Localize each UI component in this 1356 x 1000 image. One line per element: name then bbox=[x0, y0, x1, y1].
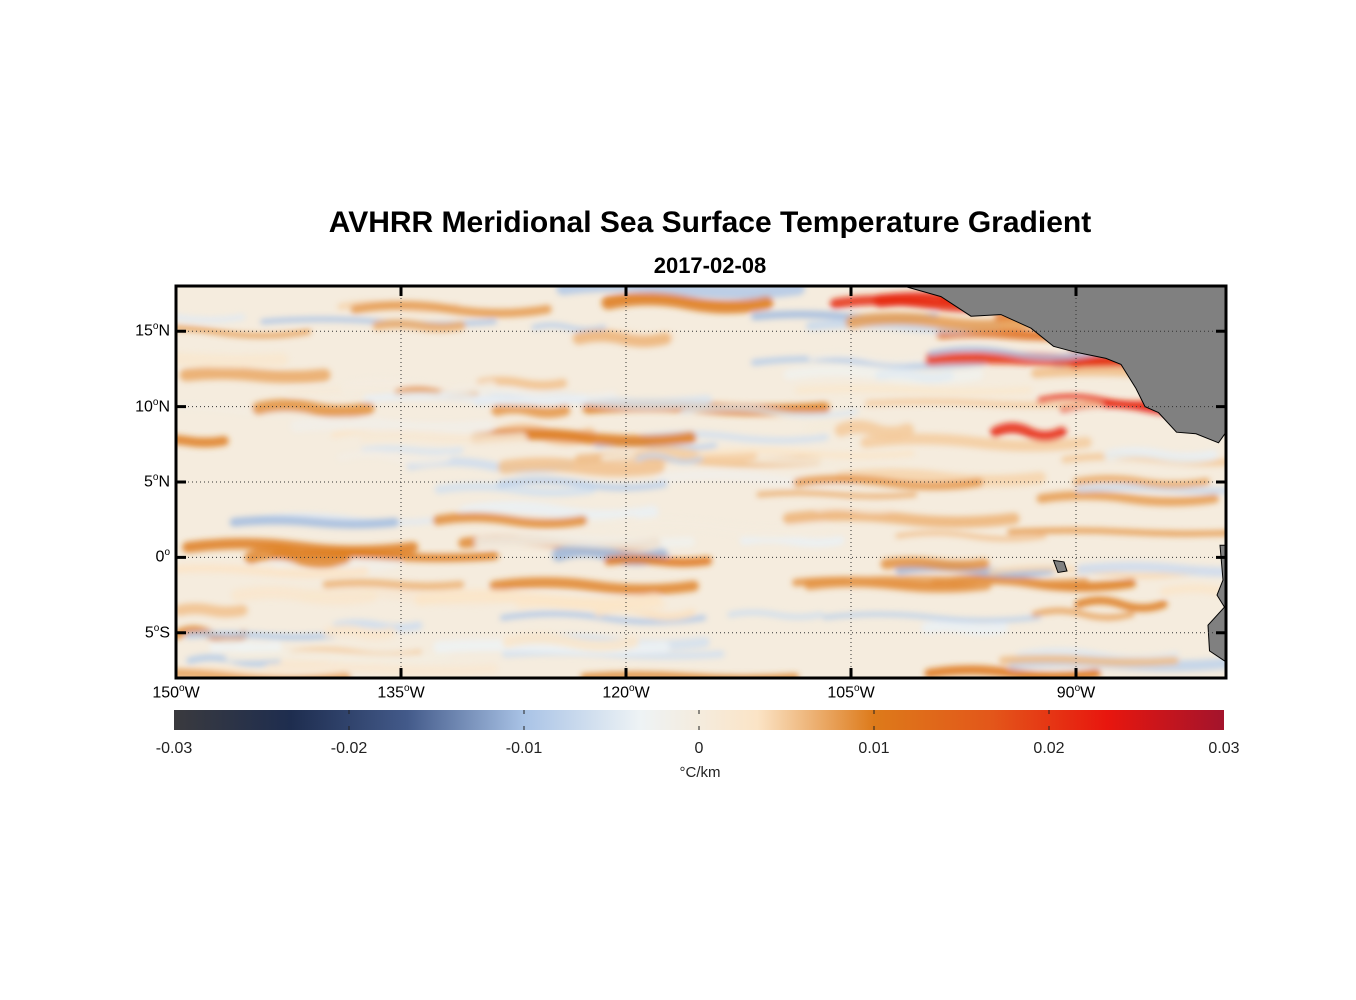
x-tick-label: 120oW bbox=[602, 683, 650, 702]
colorbar-tick-label: 0.02 bbox=[1033, 740, 1065, 757]
y-tick-label: 5oS bbox=[144, 622, 170, 642]
x-tick-label: 105oW bbox=[827, 683, 875, 702]
chart-title: AVHRR Meridional Sea Surface Temperature… bbox=[328, 206, 1092, 239]
colorbar-tick-label: 0.03 bbox=[1208, 740, 1240, 757]
y-tick-label: 5oN bbox=[143, 472, 170, 491]
x-tick-label: 90oW bbox=[1056, 683, 1096, 702]
colorbar-tick-label: -0.02 bbox=[330, 740, 368, 757]
colorbar-units: °C/km bbox=[679, 764, 721, 781]
x-tick-label: 135oW bbox=[377, 683, 425, 702]
land-mass bbox=[1052, 559, 1068, 574]
y-tick-label: 15oN bbox=[135, 321, 170, 340]
chart-subtitle: 2017-02-08 bbox=[653, 253, 767, 278]
y-tick-label: 10oN bbox=[135, 396, 170, 415]
colorbar-tick-label: 0.01 bbox=[858, 740, 890, 757]
land-mass bbox=[903, 286, 1226, 444]
x-tick-label: 150oW bbox=[152, 683, 200, 702]
colorbar-tick-label: -0.03 bbox=[155, 740, 193, 757]
colorbar-tick-label: 0 bbox=[694, 740, 704, 757]
y-tick-label: 0o bbox=[155, 547, 170, 566]
colorbar bbox=[174, 710, 1224, 730]
colorbar-tick-label: -0.01 bbox=[505, 740, 543, 757]
land-mass bbox=[1207, 544, 1226, 678]
